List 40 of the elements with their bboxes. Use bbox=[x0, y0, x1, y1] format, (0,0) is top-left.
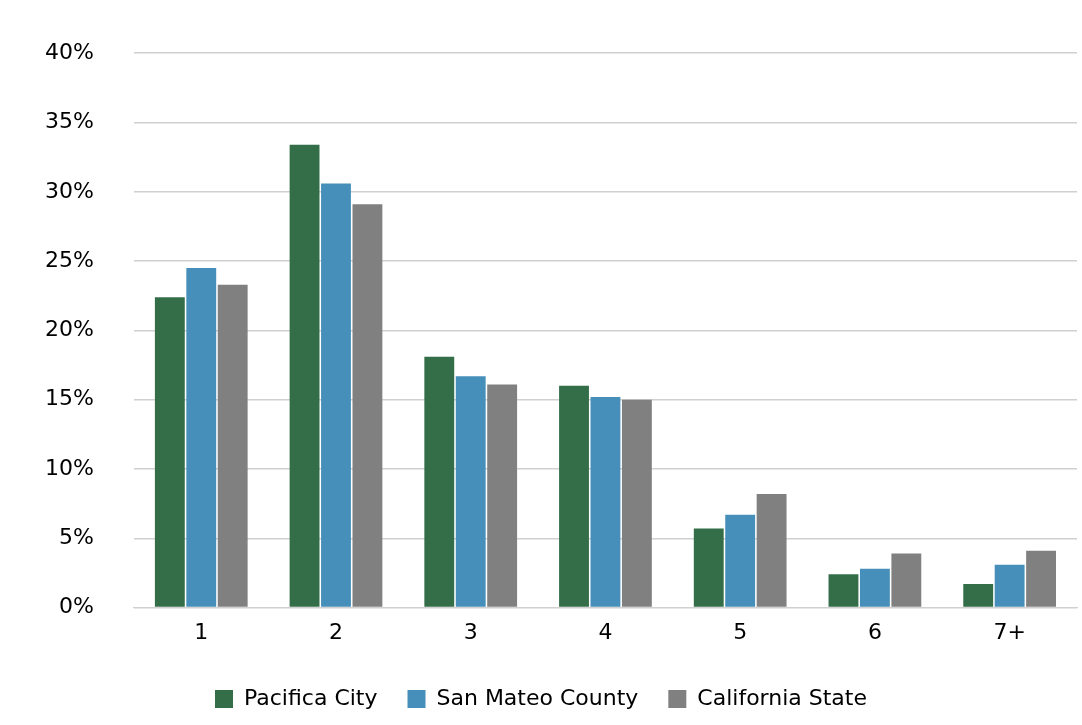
bar bbox=[352, 204, 383, 607]
bar bbox=[289, 144, 320, 607]
bar bbox=[891, 553, 922, 607]
legend-label: California State bbox=[697, 684, 868, 710]
bar bbox=[154, 297, 185, 607]
x-tick-label: 6 bbox=[867, 618, 882, 644]
y-tick-label: 0% bbox=[58, 593, 94, 619]
x-tick-label: 2 bbox=[328, 618, 343, 644]
bar bbox=[963, 584, 994, 607]
bar bbox=[186, 268, 217, 607]
bar bbox=[693, 528, 724, 607]
bar bbox=[217, 284, 248, 607]
x-tick-label: 5 bbox=[733, 618, 748, 644]
bar bbox=[559, 385, 589, 607]
y-tick-label: 35% bbox=[44, 108, 94, 134]
x-tick-label: 1 bbox=[194, 618, 209, 644]
bar bbox=[725, 514, 756, 607]
y-tick-label: 25% bbox=[44, 246, 94, 272]
bar bbox=[859, 568, 890, 607]
x-tick-label: 4 bbox=[598, 618, 613, 644]
y-tick-label: 10% bbox=[44, 454, 94, 480]
x-tick-label: 3 bbox=[463, 618, 478, 644]
bar bbox=[455, 376, 486, 607]
y-tick-label: 20% bbox=[44, 316, 94, 342]
legend-label: Pacifica City bbox=[243, 684, 378, 710]
bar bbox=[487, 384, 518, 607]
bar bbox=[424, 356, 455, 607]
y-tick-label: 15% bbox=[44, 385, 94, 411]
y-tick-label: 40% bbox=[44, 38, 94, 64]
bar bbox=[621, 399, 652, 607]
legend-label: San Mateo County bbox=[436, 684, 639, 710]
y-tick-label: 30% bbox=[44, 177, 94, 203]
bar bbox=[828, 574, 859, 607]
bar bbox=[590, 396, 621, 607]
bar bbox=[1026, 550, 1057, 607]
y-tick-label: 5% bbox=[58, 524, 94, 550]
bar bbox=[321, 183, 351, 607]
bar bbox=[994, 564, 1025, 607]
bar bbox=[756, 493, 787, 607]
x-tick-label: 7+ bbox=[993, 618, 1026, 644]
